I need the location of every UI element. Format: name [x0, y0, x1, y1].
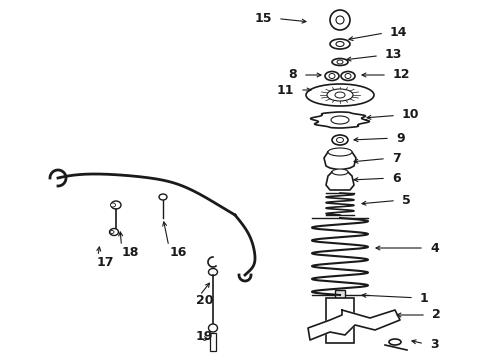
Ellipse shape — [345, 73, 351, 78]
Ellipse shape — [306, 84, 374, 106]
Text: 17: 17 — [97, 256, 115, 269]
Bar — [335, 290, 345, 320]
Ellipse shape — [328, 148, 352, 156]
Ellipse shape — [209, 269, 218, 275]
Ellipse shape — [111, 203, 116, 207]
Ellipse shape — [332, 169, 348, 175]
Ellipse shape — [389, 339, 401, 345]
Ellipse shape — [332, 58, 348, 66]
Text: 13: 13 — [385, 49, 402, 62]
Text: 19: 19 — [196, 330, 213, 343]
Text: 14: 14 — [390, 26, 408, 39]
Ellipse shape — [331, 116, 349, 124]
Ellipse shape — [332, 135, 348, 145]
Text: 6: 6 — [392, 171, 401, 184]
Ellipse shape — [111, 201, 121, 209]
Ellipse shape — [327, 89, 353, 101]
Ellipse shape — [110, 230, 114, 234]
Text: 11: 11 — [276, 84, 294, 96]
Polygon shape — [311, 112, 369, 128]
Bar — [326, 298, 354, 343]
Ellipse shape — [330, 39, 350, 49]
Ellipse shape — [209, 324, 218, 332]
Text: 18: 18 — [122, 246, 139, 258]
Bar — [210, 333, 216, 351]
Ellipse shape — [337, 60, 343, 64]
Text: 1: 1 — [420, 292, 429, 305]
Ellipse shape — [109, 229, 119, 235]
Text: 8: 8 — [289, 68, 297, 81]
Polygon shape — [326, 172, 354, 190]
Ellipse shape — [159, 194, 167, 200]
Text: 3: 3 — [430, 338, 439, 351]
Text: 15: 15 — [254, 12, 272, 24]
Ellipse shape — [325, 72, 339, 81]
Polygon shape — [324, 152, 356, 170]
Text: 2: 2 — [432, 309, 441, 321]
Ellipse shape — [337, 138, 343, 143]
Text: 9: 9 — [396, 131, 405, 144]
Polygon shape — [308, 310, 400, 340]
Ellipse shape — [341, 72, 355, 81]
Text: 20: 20 — [196, 293, 214, 306]
Text: 7: 7 — [392, 152, 401, 165]
Text: 16: 16 — [170, 246, 187, 258]
Ellipse shape — [329, 73, 335, 78]
Circle shape — [336, 16, 344, 24]
Text: 5: 5 — [402, 194, 411, 207]
Text: 4: 4 — [430, 242, 439, 255]
Text: 10: 10 — [402, 108, 419, 122]
Circle shape — [330, 10, 350, 30]
Text: 12: 12 — [393, 68, 411, 81]
Ellipse shape — [335, 92, 345, 98]
Ellipse shape — [336, 41, 344, 46]
